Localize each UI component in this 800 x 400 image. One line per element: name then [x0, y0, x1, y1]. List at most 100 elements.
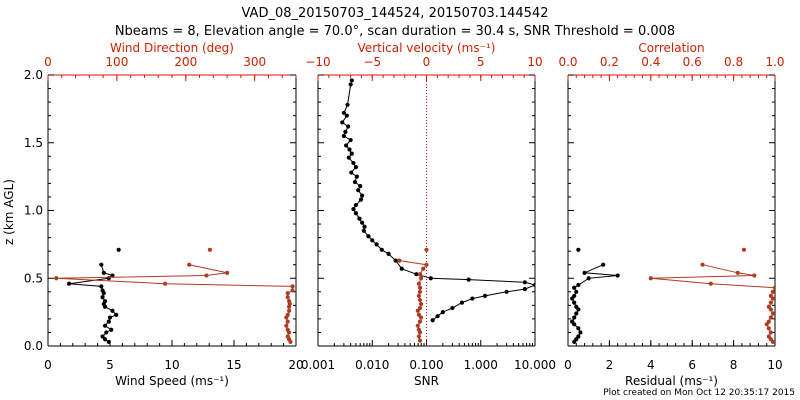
x-tick-label: 10: [767, 358, 782, 372]
data-point: [354, 174, 359, 179]
data-point: [366, 234, 371, 239]
data-point: [768, 307, 773, 312]
x-axis-label: Residual (ms⁻¹): [625, 374, 718, 388]
series-bottom-axis: [340, 78, 535, 323]
data-point: [351, 207, 356, 212]
data-point: [770, 289, 775, 294]
data-point: [572, 285, 577, 290]
data-point: [288, 339, 293, 345]
data-point: [107, 315, 113, 320]
data-point: [106, 339, 111, 345]
data-point: [430, 318, 435, 323]
data-point: [424, 247, 429, 252]
data-point: [576, 326, 581, 331]
data-point: [450, 305, 455, 311]
data-point: [287, 330, 292, 335]
data-point: [349, 151, 354, 156]
data-point: [770, 311, 775, 316]
data-point: [109, 327, 114, 332]
data-point: [393, 258, 398, 263]
data-point: [358, 184, 363, 189]
data-point: [344, 143, 349, 148]
data-point: [343, 129, 348, 135]
data-point: [440, 310, 445, 315]
x-tick-label: 10.000: [514, 358, 556, 372]
chart-subtitle: Nbeams = 8, Elevation angle = 70.0°, sca…: [115, 24, 675, 39]
data-point: [770, 339, 775, 345]
top-x-tick-label: 0.0: [558, 55, 577, 69]
data-point: [374, 242, 379, 247]
top-x-tick-label: 0.8: [724, 55, 743, 69]
data-point: [349, 78, 354, 83]
series-top-axis: [54, 247, 295, 345]
data-point: [360, 193, 365, 198]
data-point: [522, 286, 527, 292]
data-point: [340, 120, 345, 125]
top-x-tick-label: 300: [243, 55, 266, 69]
x-tick-label: 0.001: [301, 358, 335, 372]
plot-created-footer: Plot created on Mon Oct 12 20:35:17 2015: [603, 388, 795, 398]
series-bottom-axis: [570, 247, 620, 345]
data-point: [353, 202, 359, 208]
data-point: [700, 262, 705, 267]
data-point: [285, 319, 290, 324]
x-axis-label: SNR: [414, 374, 439, 388]
x-tick-label: 20: [288, 358, 303, 372]
data-point: [574, 289, 579, 294]
y-axis-label: z (km AGL): [2, 179, 16, 245]
data-point: [578, 330, 583, 335]
data-point: [360, 220, 365, 225]
x-tick-label: 0: [44, 358, 52, 372]
data-point: [285, 295, 290, 300]
data-point: [347, 147, 352, 152]
data-point: [116, 247, 121, 252]
data-point: [572, 322, 577, 327]
x-tick-label: 0: [564, 358, 572, 372]
data-point: [428, 276, 433, 281]
top-x-tick-label: 0.6: [683, 55, 702, 69]
data-point: [504, 289, 509, 294]
top-x-tick-label: 0.4: [641, 55, 660, 69]
data-point: [110, 308, 115, 313]
top-x-tick-label: −5: [363, 55, 381, 69]
data-point: [470, 296, 475, 301]
data-point: [101, 270, 106, 275]
data-point: [418, 315, 424, 320]
data-point: [370, 238, 375, 243]
data-point: [572, 300, 577, 305]
data-point: [285, 291, 290, 296]
data-point: [397, 258, 402, 263]
data-point: [576, 247, 581, 252]
top-x-tick-label: −10: [305, 55, 330, 69]
data-point: [345, 102, 350, 107]
data-point: [104, 330, 109, 335]
data-point: [576, 282, 581, 288]
data-point: [284, 315, 289, 320]
data-point: [361, 228, 366, 233]
data-point: [764, 322, 769, 327]
data-point: [344, 113, 349, 118]
data-point: [648, 276, 653, 281]
data-point: [287, 308, 292, 313]
data-point: [735, 270, 740, 275]
x-tick-label: 10: [164, 358, 179, 372]
data-point: [102, 337, 108, 342]
data-point: [99, 262, 104, 267]
data-point: [101, 291, 106, 296]
data-point: [418, 276, 424, 281]
data-point: [417, 319, 423, 324]
series-line: [341, 84, 535, 321]
data-point: [770, 296, 775, 301]
x-tick-label: 2: [606, 358, 614, 372]
y-tick-label: 1.0: [24, 204, 43, 218]
data-point: [708, 281, 713, 286]
series-bottom-axis: [66, 247, 121, 345]
data-point: [417, 285, 423, 290]
data-point: [416, 293, 422, 298]
data-point: [353, 165, 359, 170]
data-point: [574, 311, 579, 316]
top-x-tick-label: 5: [477, 55, 485, 69]
data-point: [418, 301, 424, 307]
x-tick-label: 5: [106, 358, 114, 372]
